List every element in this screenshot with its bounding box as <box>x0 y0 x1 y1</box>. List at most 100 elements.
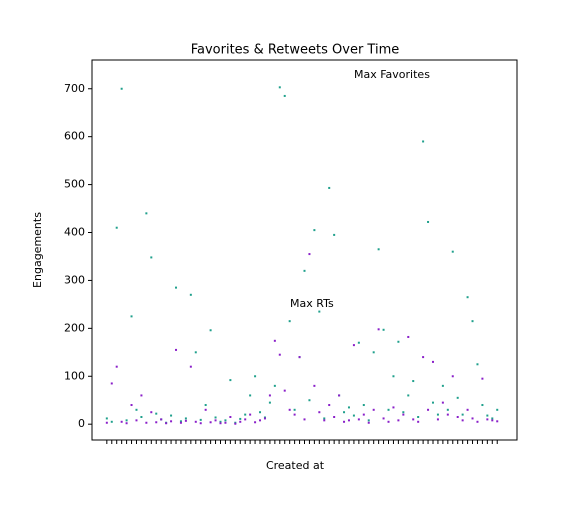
point <box>145 421 148 424</box>
y-tick-label: 200 <box>64 321 85 334</box>
point <box>179 421 182 424</box>
point <box>105 421 108 424</box>
point <box>135 419 138 422</box>
point <box>135 408 138 411</box>
point <box>259 419 262 422</box>
y-tick-label: 500 <box>64 178 85 191</box>
point <box>387 408 390 411</box>
point <box>436 413 439 416</box>
point <box>441 384 444 387</box>
point <box>145 212 148 215</box>
point <box>273 339 276 342</box>
point <box>214 419 217 422</box>
y-tick-label: 0 <box>78 417 85 430</box>
point <box>407 394 410 397</box>
point <box>150 411 153 414</box>
point <box>278 86 281 89</box>
point <box>204 408 207 411</box>
point <box>446 408 449 411</box>
point <box>431 401 434 404</box>
point <box>115 365 118 368</box>
point <box>268 401 271 404</box>
point <box>441 401 444 404</box>
point <box>293 408 296 411</box>
point <box>466 296 469 299</box>
y-tick-label: 300 <box>64 273 85 286</box>
point <box>343 411 346 414</box>
point <box>496 420 499 423</box>
point <box>328 186 331 189</box>
y-tick-label: 600 <box>64 130 85 143</box>
point <box>402 413 405 416</box>
point <box>155 421 158 424</box>
point <box>308 399 311 402</box>
point <box>204 404 207 407</box>
point <box>110 382 113 385</box>
point <box>362 413 365 416</box>
point <box>436 418 439 421</box>
point <box>496 408 499 411</box>
point <box>298 356 301 359</box>
point <box>278 353 281 356</box>
point <box>417 420 420 423</box>
point <box>343 420 346 423</box>
point <box>254 375 257 378</box>
point <box>165 422 168 425</box>
y-tick-label: 400 <box>64 226 85 239</box>
point <box>120 87 123 90</box>
point <box>214 416 217 419</box>
point <box>352 414 355 417</box>
point <box>189 293 192 296</box>
point <box>338 394 341 397</box>
point <box>224 421 227 424</box>
point <box>219 420 222 423</box>
point <box>417 415 420 418</box>
point <box>273 384 276 387</box>
x-axis-label: Created at <box>266 459 325 472</box>
chart-title: Favorites & Retweets Over Time <box>191 43 400 58</box>
point <box>254 421 257 424</box>
point <box>288 408 291 411</box>
point <box>486 418 489 421</box>
point <box>481 377 484 380</box>
point <box>333 233 336 236</box>
point <box>263 417 266 420</box>
point <box>382 328 385 331</box>
point <box>175 348 178 351</box>
point <box>105 417 108 420</box>
point <box>352 344 355 347</box>
point <box>431 360 434 363</box>
point <box>199 418 202 421</box>
point <box>461 413 464 416</box>
point <box>476 363 479 366</box>
point <box>471 320 474 323</box>
point <box>347 406 350 409</box>
point <box>194 351 197 354</box>
point <box>179 420 182 423</box>
point <box>328 404 331 407</box>
point <box>170 414 173 417</box>
point <box>244 418 247 421</box>
point <box>372 351 375 354</box>
point <box>486 414 489 417</box>
point <box>229 379 232 382</box>
point <box>422 140 425 143</box>
point <box>115 226 118 229</box>
point <box>130 404 133 407</box>
point <box>318 411 321 414</box>
point <box>367 421 370 424</box>
point <box>189 365 192 368</box>
point <box>491 419 494 422</box>
point <box>209 329 212 332</box>
point <box>362 404 365 407</box>
point <box>347 419 350 422</box>
point <box>130 315 133 318</box>
point <box>402 411 405 414</box>
point <box>293 413 296 416</box>
y-tick-label: 100 <box>64 369 85 382</box>
point <box>451 250 454 253</box>
point <box>367 419 370 422</box>
point <box>323 417 326 420</box>
point <box>323 419 326 422</box>
